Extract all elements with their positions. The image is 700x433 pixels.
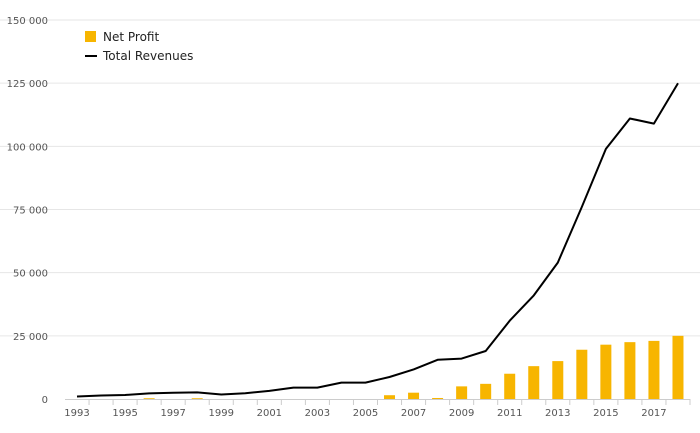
bar (600, 344, 612, 399)
x-tick-label: 2007 (401, 408, 426, 419)
bar (552, 361, 564, 399)
x-tick-label: 1999 (209, 408, 234, 419)
bar (528, 366, 540, 399)
y-tick-label: 0 (42, 395, 48, 406)
legend-swatch-net-profit (85, 31, 96, 42)
bar (191, 398, 203, 399)
x-tick-label: 2011 (497, 408, 522, 419)
y-tick-label: 100 000 (7, 142, 48, 153)
x-axis: 1993 1995 1997 1999 2001 2003 2005 2007 2009 2011… (64, 399, 691, 419)
x-tick-label: 2009 (449, 408, 474, 419)
x-tick-label: 2013 (545, 408, 570, 419)
net-profit-bars (143, 335, 684, 399)
x-tick-label: 2003 (305, 408, 330, 419)
x-tick-label: 2005 (353, 408, 378, 419)
grid-lines (0, 19, 700, 337)
bar (143, 398, 155, 399)
bar (384, 395, 396, 399)
legend-label-total-revenues: Total Revenues (102, 49, 193, 63)
legend: Net Profit Total Revenues (85, 30, 193, 63)
y-tick-label: 150 000 (7, 16, 48, 27)
legend-label-net-profit: Net Profit (103, 30, 159, 44)
x-tick-label: 1995 (112, 408, 137, 419)
bar (432, 397, 444, 399)
bar (576, 349, 588, 399)
bar (672, 335, 684, 399)
y-tick-label: 50 000 (13, 269, 48, 280)
bar (648, 340, 660, 399)
x-tick-label: 1993 (64, 408, 89, 419)
bar (456, 386, 468, 399)
y-tick-label: 25 000 (13, 332, 48, 343)
bar (624, 342, 636, 399)
x-tick-label: 2001 (257, 408, 282, 419)
x-tick-label: 2017 (641, 408, 666, 419)
bar (504, 373, 516, 399)
bar (480, 383, 492, 399)
y-tick-label: 75 000 (13, 206, 48, 217)
y-axis: 0 25 000 50 000 75 000 100 000 125 000 150 000 (7, 16, 48, 406)
y-tick-label: 125 000 (7, 79, 48, 90)
total-revenues-line (76, 82, 679, 398)
x-tick-label: 2015 (593, 408, 618, 419)
x-tick-label: 1997 (160, 408, 185, 419)
series-line (76, 82, 679, 398)
bar (408, 392, 420, 399)
